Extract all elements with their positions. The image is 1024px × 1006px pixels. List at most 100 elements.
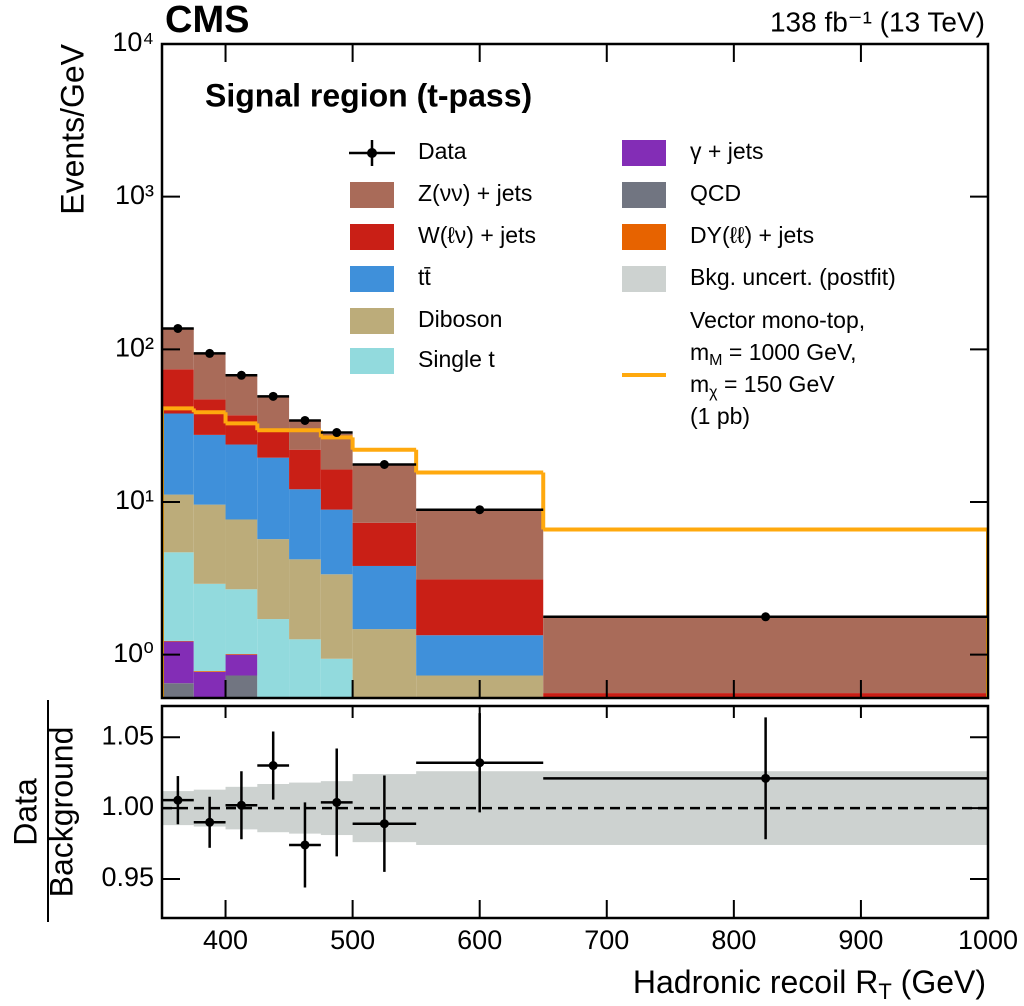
stack-segment xyxy=(320,469,353,510)
y-tick-label: 10¹ xyxy=(115,485,154,515)
legend-label-part: χ xyxy=(709,384,718,401)
stack-segment xyxy=(225,375,258,416)
legend-label: Vector mono-top, xyxy=(690,307,865,333)
legend-label-part: M xyxy=(709,352,722,369)
legend-swatch xyxy=(350,308,394,334)
data-point xyxy=(475,505,485,515)
stack-segment xyxy=(162,494,194,553)
stack-segment xyxy=(225,675,258,698)
stack-segment xyxy=(320,433,353,470)
stack-segment xyxy=(162,640,194,642)
stack-segment xyxy=(416,635,544,676)
stack-segment xyxy=(320,574,353,659)
stack-segment xyxy=(225,444,258,520)
y-tick-label: 10² xyxy=(115,332,154,362)
x-label-sub: T xyxy=(878,979,891,1004)
stack-segment xyxy=(193,504,226,584)
ratio-label-numerator: Data xyxy=(7,778,43,846)
legend-swatch xyxy=(350,266,394,292)
data-point xyxy=(300,415,310,425)
ratio-point xyxy=(475,758,485,768)
legend-label-part: m xyxy=(690,339,709,365)
stack-segment xyxy=(320,509,353,575)
stack-segment xyxy=(289,639,321,698)
legend-label: Diboson xyxy=(418,306,502,332)
ratio-point xyxy=(332,797,342,807)
stack-segment xyxy=(162,683,194,698)
x-tick-label: 700 xyxy=(584,925,629,955)
stack-segment xyxy=(225,654,258,676)
stack-segment xyxy=(162,552,194,641)
stack-segment xyxy=(257,396,290,432)
stack-segment xyxy=(543,693,988,698)
y-tick-label: 10³ xyxy=(115,180,154,210)
ratio-point xyxy=(173,795,183,805)
ratio-point xyxy=(205,817,215,827)
x-tick-label: 400 xyxy=(203,925,248,955)
stack-segment xyxy=(162,369,194,414)
legend-label: (1 pb) xyxy=(690,403,750,429)
legend-label: QCD xyxy=(690,180,741,206)
stack-segment xyxy=(257,457,290,540)
x-tick-label: 500 xyxy=(330,925,375,955)
ratio-point xyxy=(379,819,389,829)
data-point xyxy=(268,391,278,401)
data-point xyxy=(205,348,215,358)
legend-swatch xyxy=(622,224,666,250)
stack-segment xyxy=(257,619,290,698)
stack-segment xyxy=(162,641,194,684)
stack-segment xyxy=(352,465,417,523)
stack-segment xyxy=(289,449,321,490)
legend-label: mχ = 150 GeV xyxy=(690,371,835,401)
stack-segment xyxy=(320,658,353,698)
legend-label: Bkg. uncert. (postfit) xyxy=(690,264,896,290)
stack-segment xyxy=(289,420,321,450)
stack-segment xyxy=(289,559,321,640)
legend-swatch xyxy=(350,348,394,374)
stack-segment xyxy=(225,589,258,654)
stack-segment xyxy=(416,509,544,580)
data-point xyxy=(173,323,183,333)
legend-label: Data xyxy=(418,138,467,164)
stack-segment xyxy=(193,399,226,435)
stack-segment xyxy=(193,671,226,698)
stack-segment xyxy=(193,671,226,672)
legend-label-part: = 150 GeV xyxy=(718,371,836,397)
top-plot xyxy=(162,323,988,698)
x-tick-label: 1000 xyxy=(958,925,1018,955)
legend-label-part: (1 pb) xyxy=(690,403,750,429)
x-tick-label: 900 xyxy=(838,925,883,955)
y-axis-label: Events/GeV xyxy=(54,43,90,214)
stack-segment xyxy=(289,489,321,560)
stack-segment xyxy=(352,565,417,630)
stack-segment xyxy=(257,539,290,620)
stack-segment xyxy=(352,629,417,698)
legend-label: W(ℓν) + jets xyxy=(418,222,536,248)
x-tick-label: 800 xyxy=(711,925,756,955)
overlay: 10⁰ 10¹ 10² 10³ 10⁴ Data Z(νν) + jets W(ℓν) + j… xyxy=(101,27,1018,955)
ratio-point xyxy=(761,773,771,783)
stack-segment xyxy=(162,413,194,495)
y-tick-label: 10⁴ xyxy=(112,27,154,57)
legend-swatch xyxy=(622,140,666,166)
legend-label: γ + jets xyxy=(690,138,764,164)
x-tick-label: 600 xyxy=(457,925,502,955)
legend-swatch xyxy=(622,266,666,292)
experiment-label: CMS xyxy=(165,0,249,41)
legend-swatch xyxy=(350,182,394,208)
legend-label: tt̄ xyxy=(418,264,431,290)
data-point xyxy=(332,428,342,438)
y-tick-label: 10⁰ xyxy=(113,638,154,668)
legend-label: Z(νν) + jets xyxy=(418,180,532,206)
ratio-plot xyxy=(162,713,988,888)
data-point xyxy=(379,460,389,470)
stack-segment xyxy=(225,653,258,655)
ratio-frame xyxy=(160,704,990,920)
y-tick-label: 0.95 xyxy=(101,862,154,892)
legend-label: DY(ℓℓ) + jets xyxy=(690,222,814,248)
luminosity-label: 138 fb⁻¹ (13 TeV) xyxy=(770,6,985,37)
top-frame xyxy=(160,42,990,700)
data-point xyxy=(236,370,246,380)
y-tick-label: 1.00 xyxy=(101,791,154,821)
